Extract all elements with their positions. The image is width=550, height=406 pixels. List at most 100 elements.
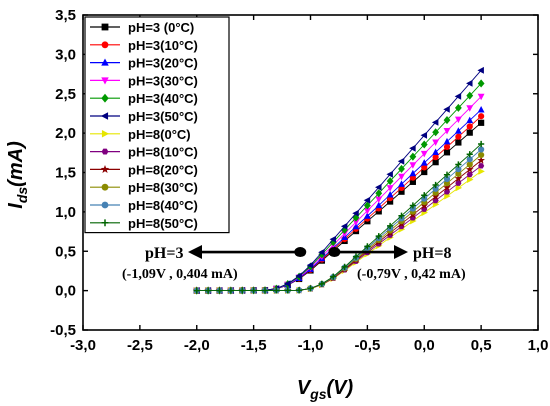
data-point [466, 105, 474, 112]
y-tick-label: 0,5 [55, 243, 76, 260]
data-point [352, 209, 359, 217]
data-point [329, 238, 337, 247]
y-tick-label: -0,5 [50, 322, 76, 339]
data-point [466, 156, 473, 163]
data-point [398, 180, 405, 187]
x-axis-title: Vgs(V) [297, 377, 354, 402]
legend-label: pH=3(40°C) [128, 91, 198, 106]
tick-labels: -3,0 -2,5 -2,0 -1,5 -1,0 -0,5 0,0 0,5 1,0 -0,5 0,0… [50, 7, 548, 354]
data-point [432, 139, 440, 146]
x-tick-label: -1,0 [298, 337, 324, 354]
data-point [363, 212, 371, 219]
ph8-label: pH=8 [413, 245, 451, 262]
series-layer [192, 66, 485, 295]
data-point [466, 129, 473, 136]
data-point [341, 230, 349, 238]
ph3-value: (-1,09V , 0,404 mA) [122, 267, 238, 282]
data-point [340, 222, 348, 230]
data-point [466, 171, 473, 178]
data-point [100, 164, 110, 173]
data-point [455, 161, 462, 168]
data-point [454, 103, 462, 112]
data-point [101, 219, 109, 227]
data-point [420, 159, 428, 166]
x-tick-label: -0,5 [354, 337, 380, 354]
axis-titles: Vgs(V) Ids(mA) [5, 141, 354, 402]
data-point [443, 149, 451, 156]
data-point [387, 222, 394, 230]
data-point [466, 151, 473, 158]
legend-label: pH=3(20°C) [128, 56, 198, 71]
legend-item: pH=8(30°C) [90, 180, 198, 195]
data-point [273, 287, 280, 294]
data-point [454, 92, 462, 100]
data-point [318, 250, 326, 259]
data-point [409, 169, 417, 177]
data-point [477, 93, 485, 101]
data-point [409, 162, 417, 169]
data-point [443, 171, 451, 178]
legend-label: pH=3(30°C) [128, 73, 198, 88]
data-point [101, 93, 109, 103]
legend-item: pH=8(50°C) [90, 216, 198, 231]
data-point [352, 219, 360, 226]
data-point [318, 248, 325, 256]
data-point [443, 189, 451, 195]
x-tick-label: -2,5 [127, 337, 153, 354]
data-point [478, 167, 485, 175]
data-point [443, 105, 450, 113]
data-point [466, 116, 474, 124]
data-point [466, 161, 473, 168]
data-point [250, 287, 257, 294]
x-tick-label: 0,5 [471, 337, 492, 354]
data-point [478, 163, 485, 169]
x-tick-label: -1,5 [241, 337, 267, 354]
data-point [100, 112, 109, 120]
data-point [465, 165, 474, 173]
data-point [420, 150, 428, 158]
data-point [443, 180, 451, 187]
y-tick-label: 3,0 [55, 46, 76, 63]
data-point [375, 196, 383, 204]
data-point [477, 105, 485, 113]
data-point [466, 91, 474, 100]
x-tick-label: 0,0 [414, 337, 435, 354]
data-point [352, 222, 360, 230]
legend-label: pH=8(20°C) [128, 162, 198, 177]
data-point [261, 287, 269, 294]
data-point [455, 139, 462, 146]
legend-label: pH=8(30°C) [128, 180, 198, 195]
legend-label: pH=8(0°C) [128, 127, 191, 142]
data-point [409, 202, 416, 209]
data-point [443, 116, 451, 125]
data-point [205, 287, 212, 294]
y-tick-label: 0,0 [55, 283, 76, 300]
x-tick-label: -3,0 [70, 337, 96, 354]
legend-item: pH=3(40°C) [90, 91, 198, 106]
data-point [227, 287, 234, 294]
data-point [477, 156, 485, 164]
data-point [443, 183, 451, 191]
data-point [455, 184, 463, 192]
data-point [466, 123, 473, 130]
data-point [421, 192, 428, 199]
x-tick-label: 1,0 [528, 337, 549, 354]
data-point [432, 148, 440, 155]
ph3-point-marker [294, 247, 307, 258]
y-axis-title: Ids(mA) [5, 141, 30, 209]
data-point [216, 287, 223, 294]
data-point [352, 213, 360, 222]
data-point [101, 41, 109, 49]
y-axis-title-main: I [5, 203, 27, 209]
legend-item: pH=3 (0°C) [90, 20, 194, 35]
legend-label: pH=3(10°C) [128, 38, 198, 53]
data-point [432, 128, 440, 137]
data-point [386, 170, 393, 178]
data-point [477, 66, 484, 74]
series-line [196, 115, 482, 292]
data-point [454, 127, 462, 134]
data-point [397, 157, 405, 165]
data-point [443, 128, 451, 135]
data-point [101, 58, 109, 66]
x-axis-title-main: V [297, 377, 312, 399]
